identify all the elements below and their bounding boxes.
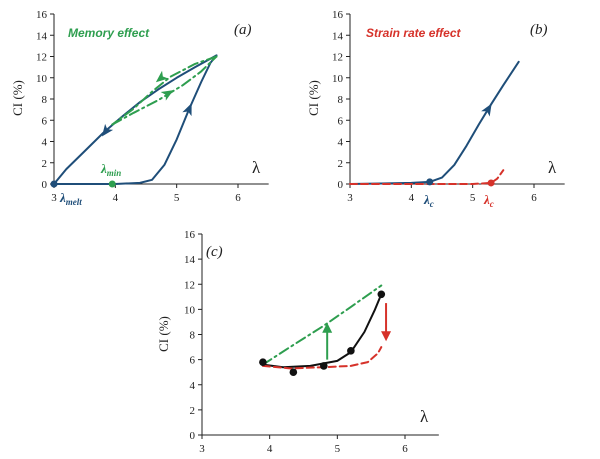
y-tick-label: 6 — [42, 115, 48, 127]
marker-point-lambda-min — [108, 180, 116, 188]
x-tick-label: 6 — [235, 192, 241, 204]
annotation-strain-rate-effect: Strain rate effect — [366, 26, 461, 40]
x-tick-label: 5 — [174, 192, 180, 204]
panel-b: CI (%) (b) Strain rate effect λ 0 2 4 6 8 10 1… — [306, 9, 565, 209]
series-line-blue-solid — [349, 60, 520, 185]
y-tick-label: 2 — [338, 158, 344, 170]
y-tick-label: 8 — [338, 94, 344, 106]
y-tick-label: 8 — [190, 330, 196, 342]
x-axis-label: λ — [252, 158, 261, 177]
y-tick-label: 14 — [36, 30, 48, 42]
y-tick-label: 4 — [190, 380, 196, 392]
y-tick-label: 0 — [190, 430, 196, 442]
y-tick-label: 10 — [36, 73, 48, 85]
y-tick-label: 2 — [42, 158, 48, 170]
x-tick-label: 4 — [113, 192, 119, 204]
y-tick-label: 6 — [338, 115, 344, 127]
y-tick-label: 14 — [332, 30, 344, 42]
arrow-up-green — [322, 322, 333, 360]
panel-label: (c) — [206, 244, 223, 260]
direction-arrow-up — [182, 103, 192, 117]
marker-point-lambda-melt — [50, 180, 58, 188]
annotation-memory-effect: Memory effect — [68, 26, 150, 40]
series-line-red-dashed — [261, 346, 383, 370]
x-tick-label: 6 — [531, 192, 537, 204]
y-tick-label: 4 — [338, 137, 344, 149]
y-tick-label: 0 — [42, 179, 48, 191]
lambda-symbol: λ — [423, 192, 430, 207]
direction-arrow-down — [101, 123, 114, 137]
series-line-blue-solid — [53, 54, 218, 185]
svg-text:λc: λc — [423, 192, 434, 209]
y-tick-label: 10 — [332, 73, 344, 85]
marker-point-lambda-c — [487, 179, 495, 187]
lambda-subscript: c — [490, 199, 494, 209]
svg-text:λmin: λmin — [100, 161, 121, 178]
y-tick-label: 16 — [36, 9, 48, 21]
marker-point-lambda-c — [426, 178, 434, 186]
y-tick-label: 2 — [190, 405, 196, 417]
panel-label: (a) — [234, 22, 252, 38]
x-tick-label: 5 — [335, 443, 341, 455]
x-tick-label: 3 — [199, 443, 205, 455]
lambda-symbol: λ — [59, 190, 66, 205]
lambda-symbol: λ — [100, 161, 107, 176]
data-point — [320, 362, 328, 370]
lambda-subscript: c — [430, 199, 434, 209]
data-point — [289, 368, 298, 376]
panel-a: CI (%) (a) Memory effect λ 0 2 4 6 8 10 12 14 16… — [10, 9, 269, 207]
marker-label-lambda-c-red: λc — [483, 192, 494, 209]
data-point — [347, 347, 355, 355]
y-tick-label: 16 — [184, 229, 196, 241]
marker-label-lambda-melt: λmelt — [59, 190, 82, 207]
data-point — [259, 358, 267, 366]
x-tick-label: 3 — [51, 192, 57, 204]
y-axis-label: CI (%) — [10, 80, 25, 116]
y-tick-label: 14 — [184, 254, 196, 266]
arrow-down-red — [381, 303, 392, 342]
y-tick-label: 12 — [332, 52, 343, 64]
series-line-blue-solid — [53, 54, 218, 185]
x-tick-label: 5 — [470, 192, 476, 204]
y-tick-label: 8 — [42, 94, 48, 106]
series-line-black-solid — [261, 293, 383, 369]
x-axis-label: λ — [548, 158, 557, 177]
y-tick-label: 16 — [332, 9, 344, 21]
lambda-subscript: min — [107, 168, 122, 178]
y-tick-label: 0 — [338, 179, 344, 191]
series-line-green-dashdot — [111, 55, 218, 126]
series-line-green-dashdot — [111, 55, 218, 126]
x-axis-label: λ — [420, 407, 429, 426]
y-tick-label: 4 — [42, 137, 48, 149]
direction-arrow-up — [481, 103, 492, 117]
x-tick-label: 4 — [267, 443, 273, 455]
marker-label-lambda-min: λmin — [100, 161, 121, 178]
direction-arrow-reload — [160, 90, 174, 101]
series-line-red-dashed — [349, 169, 505, 185]
x-tick-label: 4 — [409, 192, 415, 204]
svg-text:λc: λc — [483, 192, 494, 209]
y-axis-label: CI (%) — [156, 316, 171, 352]
y-tick-label: 12 — [184, 279, 195, 291]
y-tick-label: 10 — [184, 304, 196, 316]
data-point — [377, 290, 386, 299]
lambda-subscript: melt — [66, 197, 82, 207]
y-axis-label: CI (%) — [306, 80, 321, 116]
x-tick-label: 3 — [347, 192, 353, 204]
y-tick-label: 6 — [190, 355, 196, 367]
lambda-symbol: λ — [483, 192, 490, 207]
y-tick-label: 12 — [36, 52, 47, 64]
panel-label: (b) — [530, 22, 548, 38]
panel-c: CI (%) (c) λ 0 2 4 6 8 10 12 14 16 3 4 5 6 — [156, 229, 439, 455]
series-line-green-dashdot — [261, 284, 383, 366]
svg-text:λmelt: λmelt — [59, 190, 82, 207]
marker-label-lambda-c-blue: λc — [423, 192, 434, 209]
direction-arrow-unload — [155, 70, 169, 83]
x-tick-label: 6 — [402, 443, 408, 455]
